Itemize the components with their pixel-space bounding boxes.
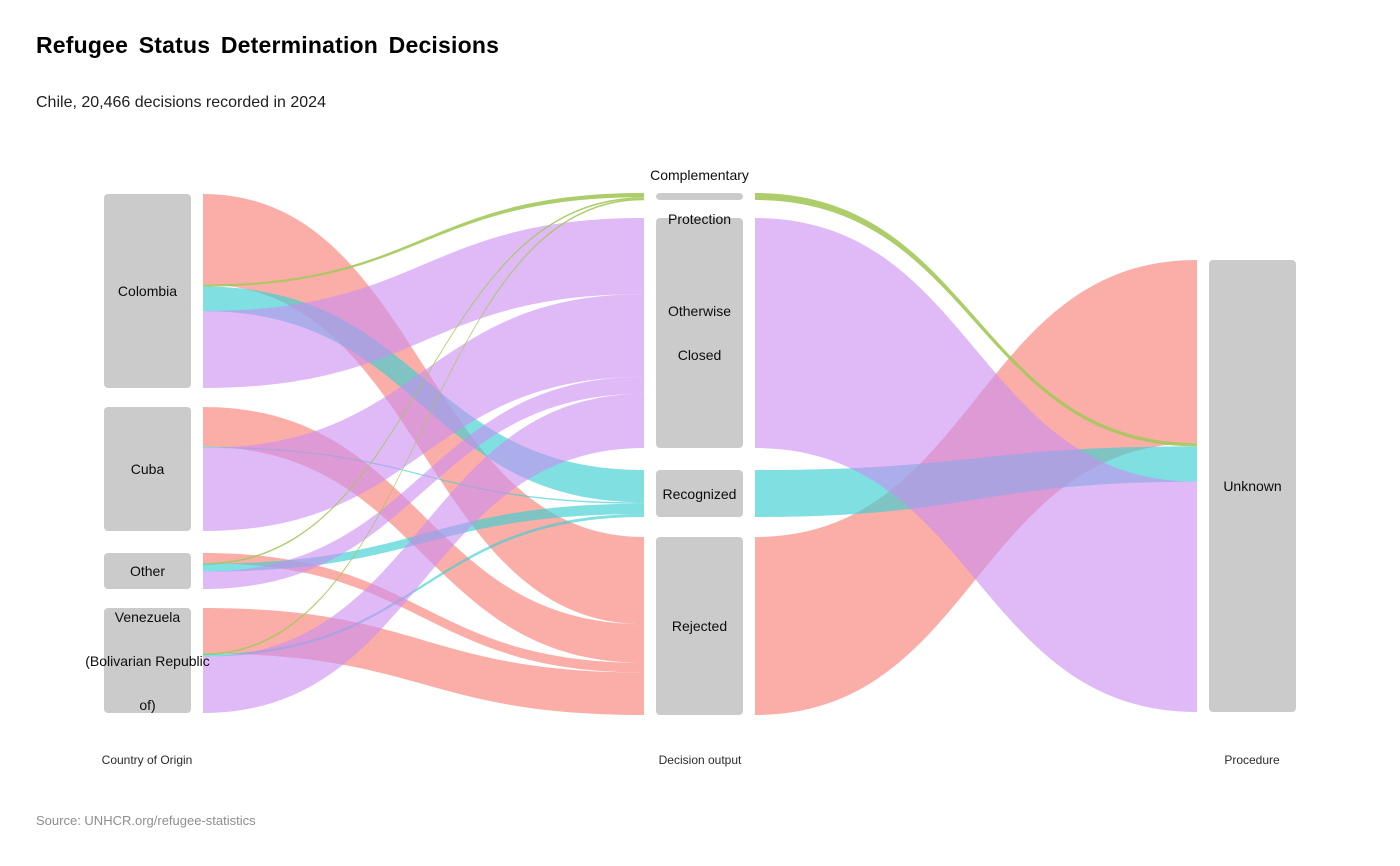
axis-label-decision-output: Decision output — [658, 753, 742, 767]
sankey-link-colombia-cp[interactable] — [203, 193, 644, 287]
sankey-node-recognized[interactable] — [656, 470, 743, 517]
sankey-node-unknown[interactable] — [1209, 260, 1296, 712]
sankey-node-rejected[interactable] — [656, 537, 743, 715]
page-title: Refugee Status Determination Decisions — [36, 32, 500, 58]
sankey-node-closed[interactable] — [656, 218, 743, 448]
axis-label-procedure: Procedure — [1224, 753, 1280, 767]
sankey-node-other[interactable] — [104, 553, 191, 589]
sankey-link-colombia-closed[interactable] — [203, 218, 644, 388]
sankey-link-cuba-closed[interactable] — [203, 294, 644, 531]
sankey-node-cp[interactable] — [656, 193, 743, 200]
sankey-link-other-cp[interactable] — [203, 197, 644, 565]
sankey-link-cp-unknown[interactable] — [755, 193, 1197, 447]
sankey-link-other-rejected[interactable] — [203, 553, 644, 673]
sankey-link-other-closed[interactable] — [203, 376, 644, 589]
sankey-link-venezuela-recognized[interactable] — [203, 514, 644, 657]
sankey-node-cuba[interactable] — [104, 407, 191, 531]
sankey-node-colombia[interactable] — [104, 194, 191, 388]
source-note: Source: UNHCR.org/refugee-statistics — [36, 813, 256, 828]
sankey-link-closed-unknown[interactable] — [755, 218, 1197, 712]
sankey-node-venezuela[interactable] — [104, 608, 191, 713]
axis-label-country-of-origin: Country of Origin — [101, 753, 193, 767]
chart-subtitle: Chile, 20,466 decisions recorded in 2024 — [36, 94, 326, 111]
sankey-link-venezuela-cp[interactable] — [203, 198, 644, 656]
sankey-link-venezuela-closed[interactable] — [203, 393, 644, 713]
